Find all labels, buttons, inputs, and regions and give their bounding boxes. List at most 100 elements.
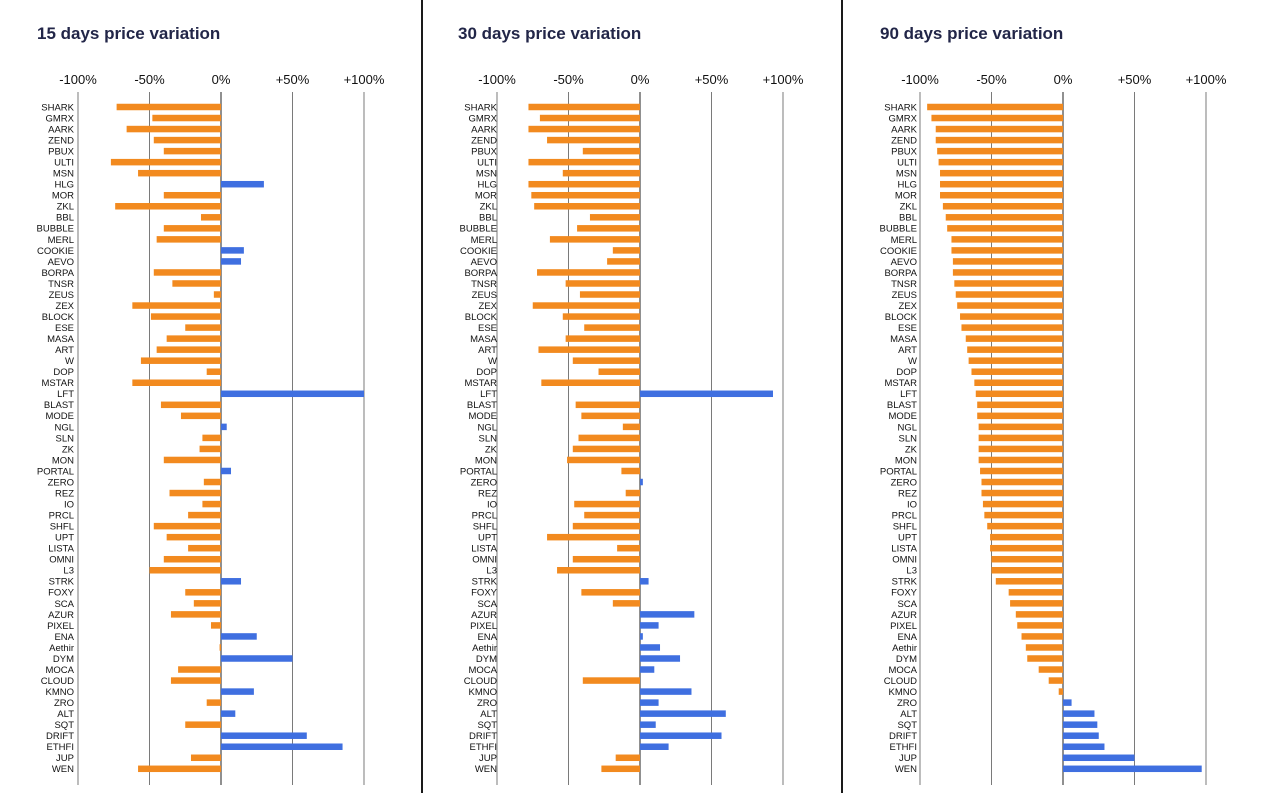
category-label: AEVO [471,257,497,268]
bar-ena [640,633,643,640]
category-label: BUBBLE [37,224,75,235]
category-label: SCA [897,599,917,610]
bar-w [968,357,1063,364]
category-label: NGL [54,422,74,433]
bar-bubble [577,225,640,232]
bar-borpa [952,269,1063,276]
category-label: MSN [896,169,917,180]
category-label: ULTI [477,158,497,169]
category-label: ETHFI [890,742,917,753]
bar-borpa [153,269,221,276]
bar-lft [975,390,1063,398]
bar-aevo [221,258,242,265]
category-label: BBL [479,213,497,224]
category-label: ETHFI [470,742,497,753]
category-label: STRK [49,577,75,588]
category-label: TNSR [471,279,497,290]
category-label: SLN [899,433,918,444]
category-label: PBUX [891,147,918,158]
category-label: SHFL [473,522,497,533]
bar-portal [221,467,232,475]
bar-lista [990,544,1063,552]
bar-ethfi [640,743,669,750]
category-label: ART [898,345,917,356]
bar-upt [990,533,1063,541]
bar-zkl [115,203,221,210]
bar-bbl [589,214,640,221]
bar-pixel [640,622,659,629]
category-label: GMRX [469,113,498,124]
category-label: MERL [891,235,917,246]
category-label: SQT [477,720,497,731]
bar-mode [977,412,1063,420]
bar-zero [981,478,1063,486]
category-label: JUP [899,753,917,764]
bar-sca [612,600,640,607]
chart-title: 90 days price variation [880,24,1064,43]
category-label: DRIFT [889,731,917,742]
bar-prcl [584,511,640,519]
bar-kmno [221,688,254,695]
bar-dym [640,655,681,662]
category-label: ZEUS [49,290,74,301]
bar-mstar [974,379,1063,386]
bar-cloud [170,677,221,684]
category-label: NGL [897,422,917,433]
bar-zend [153,136,221,144]
bar-azur [170,611,221,618]
category-label: BORPA [884,268,917,279]
bar-zero [203,478,221,486]
category-label: IO [487,499,497,510]
x-tick-label: 0% [1054,72,1073,87]
x-tick-label: +100% [1186,72,1227,87]
category-label: PIXEL [47,621,74,632]
bar-pixel [1017,622,1063,629]
bar-l3 [557,567,640,574]
category-label: Aethir [49,643,74,654]
category-label: ZKL [480,202,497,213]
category-label: HLG [54,180,74,191]
bar-sqt [1063,721,1098,728]
bar-moca [1038,666,1063,673]
category-label: BLAST [467,400,497,411]
category-label: ALT [480,709,497,720]
category-label: DOP [896,367,917,378]
bar-blast [160,401,221,409]
category-label: ALT [57,709,74,720]
category-label: ZEUS [892,290,917,301]
bar-zeus [213,291,221,298]
bar-rez [625,489,640,497]
bar-dop [971,368,1063,375]
category-label: MOCA [469,665,498,676]
category-label: ZEX [479,301,498,312]
bar-masa [565,335,640,342]
bar-lft [640,390,773,398]
category-label: IO [907,499,917,510]
category-label: ZRO [477,698,497,709]
bar-omni [991,555,1063,563]
category-label: MOR [475,191,497,202]
bar-mon [978,456,1063,464]
category-label: LISTA [471,544,497,555]
bar-w [140,357,221,364]
x-tick-label: -50% [976,72,1007,87]
category-label: PORTAL [880,466,917,477]
category-label: PRCL [472,511,497,522]
bar-zkl [942,203,1063,210]
bar-drift [221,732,307,739]
x-tick-label: +50% [1118,72,1152,87]
bar-shark [927,103,1063,111]
bar-rez [169,489,221,497]
category-label: KMNO [46,687,75,698]
category-label: JUP [56,753,74,764]
bar-aethir [640,644,661,651]
bar-kmno [1058,688,1063,695]
bar-zeus [579,291,640,298]
panel-divider [841,0,843,793]
bar-zkl [534,203,640,210]
category-label: LFT [57,389,74,400]
bar-strk [221,578,242,585]
category-label: MOCA [889,665,918,676]
category-label: MSTAR [41,378,74,389]
panel-30-days: 30 days price variation -100% -50% 0% +50% +… [423,0,841,793]
